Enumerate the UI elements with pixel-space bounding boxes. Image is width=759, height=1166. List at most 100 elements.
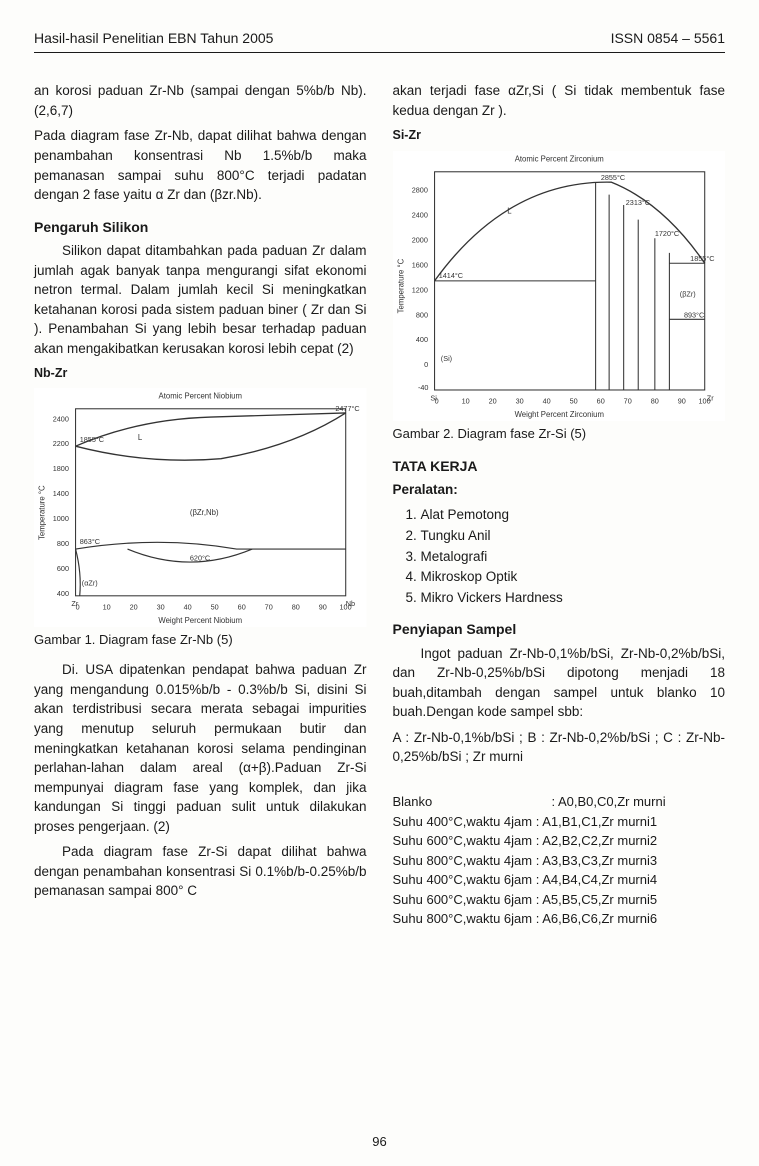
equipment-item: Mikro Vickers Hardness — [421, 588, 726, 608]
svg-text:2200: 2200 — [53, 440, 69, 449]
fig2-bottom-axis: Weight Percent Zirconium — [514, 410, 603, 419]
svg-text:80: 80 — [650, 396, 658, 405]
fig1-label: Nb-Zr — [34, 364, 367, 382]
svg-text:2400: 2400 — [53, 415, 69, 424]
fig2-label: Si-Zr — [393, 126, 726, 144]
svg-text:50: 50 — [569, 396, 577, 405]
heading-penyiapan-sampel: Penyiapan Sampel — [393, 619, 726, 639]
fig1-bottom-axis: Weight Percent Niobium — [158, 616, 242, 625]
svg-text:600: 600 — [57, 564, 69, 573]
svg-text:Si: Si — [430, 393, 437, 402]
two-column-body: an korosi paduan Zr-Nb (sampai dengan 5%… — [34, 81, 725, 948]
heading-peralatan: Peralatan: — [393, 480, 726, 500]
svg-text:40: 40 — [184, 603, 192, 612]
equipment-item: Mikroskop Optik — [421, 567, 726, 587]
header-right: ISSN 0854 – 5561 — [611, 28, 725, 48]
fig2-caption: Gambar 2. Diagram fase Zr-Si (5) — [393, 425, 726, 444]
fig2-region-L: L — [507, 206, 512, 215]
svg-text:90: 90 — [319, 603, 327, 612]
svg-text:30: 30 — [515, 396, 523, 405]
svg-text:80: 80 — [292, 603, 300, 612]
fig2-region-bzr: (βZr) — [679, 289, 695, 298]
para-c1-4: Di. USA dipatenkan pendapat bahwa paduan… — [34, 660, 367, 836]
column-right: akan terjadi fase αZr,Si ( Si tidak memb… — [393, 81, 726, 948]
fig1-region-L: L — [138, 433, 143, 442]
svg-text:70: 70 — [265, 603, 273, 612]
svg-text:-40: -40 — [417, 383, 428, 392]
svg-text:10: 10 — [461, 396, 469, 405]
para-c1-1: an korosi paduan Zr-Nb (sampai dengan 5%… — [34, 81, 367, 120]
fig2-region-si: (Si) — [440, 353, 451, 362]
equipment-item: Alat Pemotong — [421, 505, 726, 525]
equipment-item: Metalografi — [421, 547, 726, 567]
sample-row: Suhu 400°C,waktu 6jam : A4,B4,C4,Zr murn… — [393, 872, 658, 887]
svg-text:40: 40 — [542, 396, 550, 405]
fig2-phase-diagram-si-zr: Atomic Percent Zirconium 0 10 20 30 40 50 60… — [393, 151, 726, 421]
svg-text:800: 800 — [57, 539, 69, 548]
svg-text:2800: 2800 — [411, 185, 427, 194]
fig1-region-beta: (βZr,Nb) — [190, 508, 219, 517]
fig2-t3: 1720°C — [654, 229, 678, 238]
column-left: an korosi paduan Zr-Nb (sampai dengan 5%… — [34, 81, 367, 948]
svg-text:400: 400 — [415, 335, 427, 344]
svg-text:90: 90 — [677, 396, 685, 405]
svg-text:50: 50 — [211, 603, 219, 612]
fig1-caption: Gambar 1. Diagram fase Zr-Nb (5) — [34, 631, 367, 650]
equipment-list: Alat Pemotong Tungku Anil Metalografi Mi… — [421, 505, 726, 607]
fig2-t4: 1855°C — [690, 254, 714, 263]
sample-row: Suhu 400°C,waktu 4jam : A1,B1,C1,Zr murn… — [393, 814, 658, 829]
svg-text:60: 60 — [596, 396, 604, 405]
svg-text:1000: 1000 — [53, 514, 69, 523]
svg-text:20: 20 — [488, 396, 496, 405]
svg-text:1600: 1600 — [411, 260, 427, 269]
svg-text:Zr: Zr — [71, 600, 78, 609]
sample-row: Suhu 800°C,waktu 4jam : A3,B3,C3,Zr murn… — [393, 853, 658, 868]
sample-row: Suhu 800°C,waktu 6jam : A6,B6,C6,Zr murn… — [393, 911, 658, 926]
fig2-y-axis: Temperature °C — [396, 258, 405, 313]
para-c2-1: akan terjadi fase αZr,Si ( Si tidak memb… — [393, 81, 726, 120]
svg-text:1400: 1400 — [53, 490, 69, 499]
svg-text:400: 400 — [57, 589, 69, 598]
fig2-top-axis: Atomic Percent Zirconium — [514, 154, 603, 163]
svg-text:Nb: Nb — [346, 600, 355, 609]
fig1-region-alpha: (αZr) — [82, 579, 98, 588]
page-number: 96 — [372, 1133, 386, 1152]
header-left: Hasil-hasil Penelitian EBN Tahun 2005 — [34, 28, 273, 48]
para-c1-2: Pada diagram fase Zr-Nb, dapat dilihat b… — [34, 126, 367, 204]
fig2-t2: 2313°C — [625, 198, 649, 207]
svg-text:20: 20 — [130, 603, 138, 612]
svg-text:800: 800 — [415, 310, 427, 319]
equipment-item: Tungku Anil — [421, 526, 726, 546]
heading-tata-kerja: TATA KERJA — [393, 456, 726, 476]
para-c2-2: Ingot paduan Zr-Nb-0,1%b/bSi, Zr-Nb-0,2%… — [393, 644, 726, 722]
sample-row: Blanko : A0,B0,C0,Zr murni — [393, 794, 666, 809]
svg-text:2000: 2000 — [411, 235, 427, 244]
fig2-t5: 1414°C — [438, 270, 462, 279]
heading-pengaruh-silikon: Pengaruh Silikon — [34, 217, 367, 237]
fig1-phase-diagram-nb-zr: Atomic Percent Niobium 01020 304050 6070… — [34, 388, 367, 627]
running-header: Hasil-hasil Penelitian EBN Tahun 2005 IS… — [34, 28, 725, 53]
svg-text:Zr: Zr — [706, 393, 713, 402]
svg-text:0: 0 — [424, 360, 428, 369]
sample-codes: Blanko : A0,B0,C0,Zr murni Suhu 400°C,wa… — [393, 773, 726, 949]
fig2-t1: 2855°C — [600, 173, 624, 182]
para-c2-3: A : Zr-Nb-0,1%b/bSi ; B : Zr-Nb-0,2%b/bS… — [393, 728, 726, 767]
svg-text:10: 10 — [103, 603, 111, 612]
para-c1-3: Silikon dapat ditambahkan pada paduan Zr… — [34, 241, 367, 358]
svg-text:30: 30 — [157, 603, 165, 612]
fig2-t6: 893°C — [683, 310, 703, 319]
fig1-top-axis: Atomic Percent Niobium — [159, 392, 242, 401]
svg-text:1200: 1200 — [411, 285, 427, 294]
svg-text:60: 60 — [238, 603, 246, 612]
fig1-t2: 1855°C — [80, 436, 104, 445]
para-c1-5: Pada diagram fase Zr-Si dapat dilihat ba… — [34, 842, 367, 901]
svg-text:2400: 2400 — [411, 210, 427, 219]
sample-row: Suhu 600°C,waktu 4jam : A2,B2,C2,Zr murn… — [393, 833, 658, 848]
svg-text:70: 70 — [623, 396, 631, 405]
sample-row: Suhu 600°C,waktu 6jam : A5,B5,C5,Zr murn… — [393, 892, 658, 907]
svg-text:1800: 1800 — [53, 465, 69, 474]
fig1-t4: 620°C — [190, 554, 210, 563]
fig1-t1: 2477°C — [335, 404, 359, 413]
fig1-t3: 863°C — [80, 537, 100, 546]
fig1-y-axis: Temperature °C — [37, 485, 46, 540]
